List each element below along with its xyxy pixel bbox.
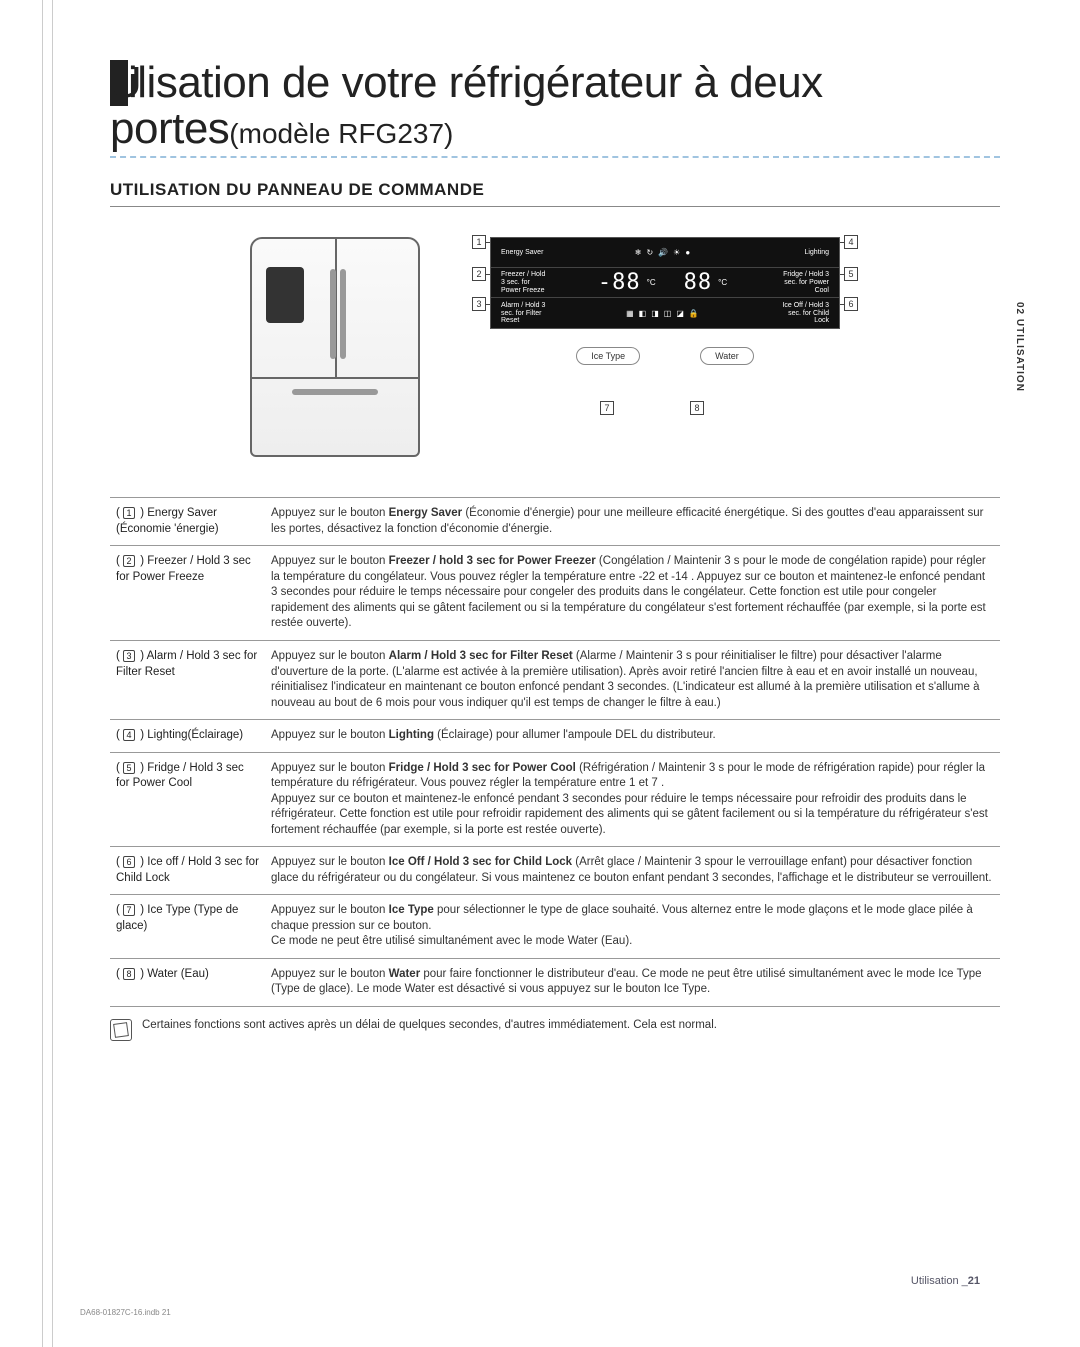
- row-label: ( 6 ) Ice off / Hold 3 sec for Child Loc…: [110, 847, 265, 895]
- table-row: ( 1 ) Energy Saver (Économie 'énergie)Ap…: [110, 498, 1000, 546]
- row-label: ( 5 ) Fridge / Hold 3 sec for Power Cool: [110, 752, 265, 847]
- row-description: Appuyez sur le bouton Ice Off / Hold 3 s…: [265, 847, 1000, 895]
- row-description: Appuyez sur le bouton Lighting (Éclairag…: [265, 720, 1000, 753]
- panel-icons-row: ▦◧◨◫◪🔒: [551, 309, 774, 318]
- callout-6: 6: [844, 297, 858, 311]
- panel-lighting: Lighting: [774, 249, 829, 257]
- table-row: ( 6 ) Ice off / Hold 3 sec for Child Loc…: [110, 847, 1000, 895]
- table-row: ( 2 ) Freezer / Hold 3 sec for Power Fre…: [110, 546, 1000, 641]
- fridge-illustration: [250, 237, 430, 467]
- note-icon: [110, 1019, 132, 1041]
- row-description: Appuyez sur le bouton Ice Type pour séle…: [265, 895, 1000, 959]
- title-line2: portes: [110, 104, 229, 153]
- water-button: Water: [700, 347, 754, 365]
- side-tab: 02 UTILISATION: [1014, 302, 1025, 392]
- row-description: Appuyez sur le bouton Alarm / Hold 3 sec…: [265, 640, 1000, 719]
- row-label: ( 7 ) Ice Type (Type de glace): [110, 895, 265, 959]
- callout-7: 7: [600, 401, 614, 415]
- callout-4: 4: [844, 235, 858, 249]
- table-row: ( 4 ) Lighting(Éclairage)Appuyez sur le …: [110, 720, 1000, 753]
- panel-iceoff: Ice Off / Hold 3 sec. for Child Lock: [774, 302, 829, 325]
- page-footer-right: Utilisation _21: [911, 1275, 980, 1287]
- callout-8: 8: [690, 401, 704, 415]
- row-description: Appuyez sur le bouton Fridge / Hold 3 se…: [265, 752, 1000, 847]
- freezer-temp: -88: [598, 270, 641, 295]
- table-row: ( 5 ) Fridge / Hold 3 sec for Power Cool…: [110, 752, 1000, 847]
- control-descriptions-table: ( 1 ) Energy Saver (Économie 'énergie)Ap…: [110, 497, 1000, 1006]
- row-description: Appuyez sur le bouton Water pour faire f…: [265, 958, 1000, 1006]
- callout-5: 5: [844, 267, 858, 281]
- table-row: ( 7 ) Ice Type (Type de glace)Appuyez su…: [110, 895, 1000, 959]
- page-title: Uilisation de votre réfrigérateur à deux…: [110, 60, 1000, 158]
- callout-3: 3: [472, 297, 486, 311]
- ice-type-button: Ice Type: [576, 347, 640, 365]
- panel-freezer: Freezer / Hold 3 sec. for Power Freeze: [501, 271, 551, 294]
- footnote-text: Certaines fonctions sont actives après u…: [142, 1019, 717, 1031]
- row-description: Appuyez sur le bouton Freezer / hold 3 s…: [265, 546, 1000, 641]
- row-label: ( 2 ) Freezer / Hold 3 sec for Power Fre…: [110, 546, 265, 641]
- callout-2: 2: [472, 267, 486, 281]
- title-sub: (modèle RFG237): [229, 118, 453, 149]
- title-line1: ilisation de votre réfrigérateur à deux: [128, 58, 823, 107]
- page-footer-left: DA68-01827C-16.indb 21: [80, 1308, 171, 1317]
- row-description: Appuyez sur le bouton Energy Saver (Écon…: [265, 498, 1000, 546]
- table-row: ( 3 ) Alarm / Hold 3 sec for Filter Rese…: [110, 640, 1000, 719]
- row-label: ( 3 ) Alarm / Hold 3 sec for Filter Rese…: [110, 640, 265, 719]
- row-label: ( 1 ) Energy Saver (Économie 'énergie): [110, 498, 265, 546]
- control-panel-illustration: 1 2 3 4 5 6 7 8 Energy Saver ❄↻🔊☀● Light…: [470, 237, 860, 365]
- row-label: ( 8 ) Water (Eau): [110, 958, 265, 1006]
- panel-energy-saver: Energy Saver: [501, 249, 551, 257]
- section-heading: UTILISATION DU PANNEAU DE COMMANDE: [110, 180, 1000, 207]
- diagram-area: 1 2 3 4 5 6 7 8 Energy Saver ❄↻🔊☀● Light…: [110, 237, 1000, 467]
- panel-fridge: Fridge / Hold 3 sec. for Power Cool: [774, 271, 829, 294]
- panel-alarm: Alarm / Hold 3 sec. for Filter Reset: [501, 302, 551, 325]
- table-row: ( 8 ) Water (Eau)Appuyez sur le bouton W…: [110, 958, 1000, 1006]
- callout-1: 1: [472, 235, 486, 249]
- fridge-temp: 88: [684, 270, 713, 295]
- row-label: ( 4 ) Lighting(Éclairage): [110, 720, 265, 753]
- footnote: Certaines fonctions sont actives après u…: [110, 1019, 1000, 1041]
